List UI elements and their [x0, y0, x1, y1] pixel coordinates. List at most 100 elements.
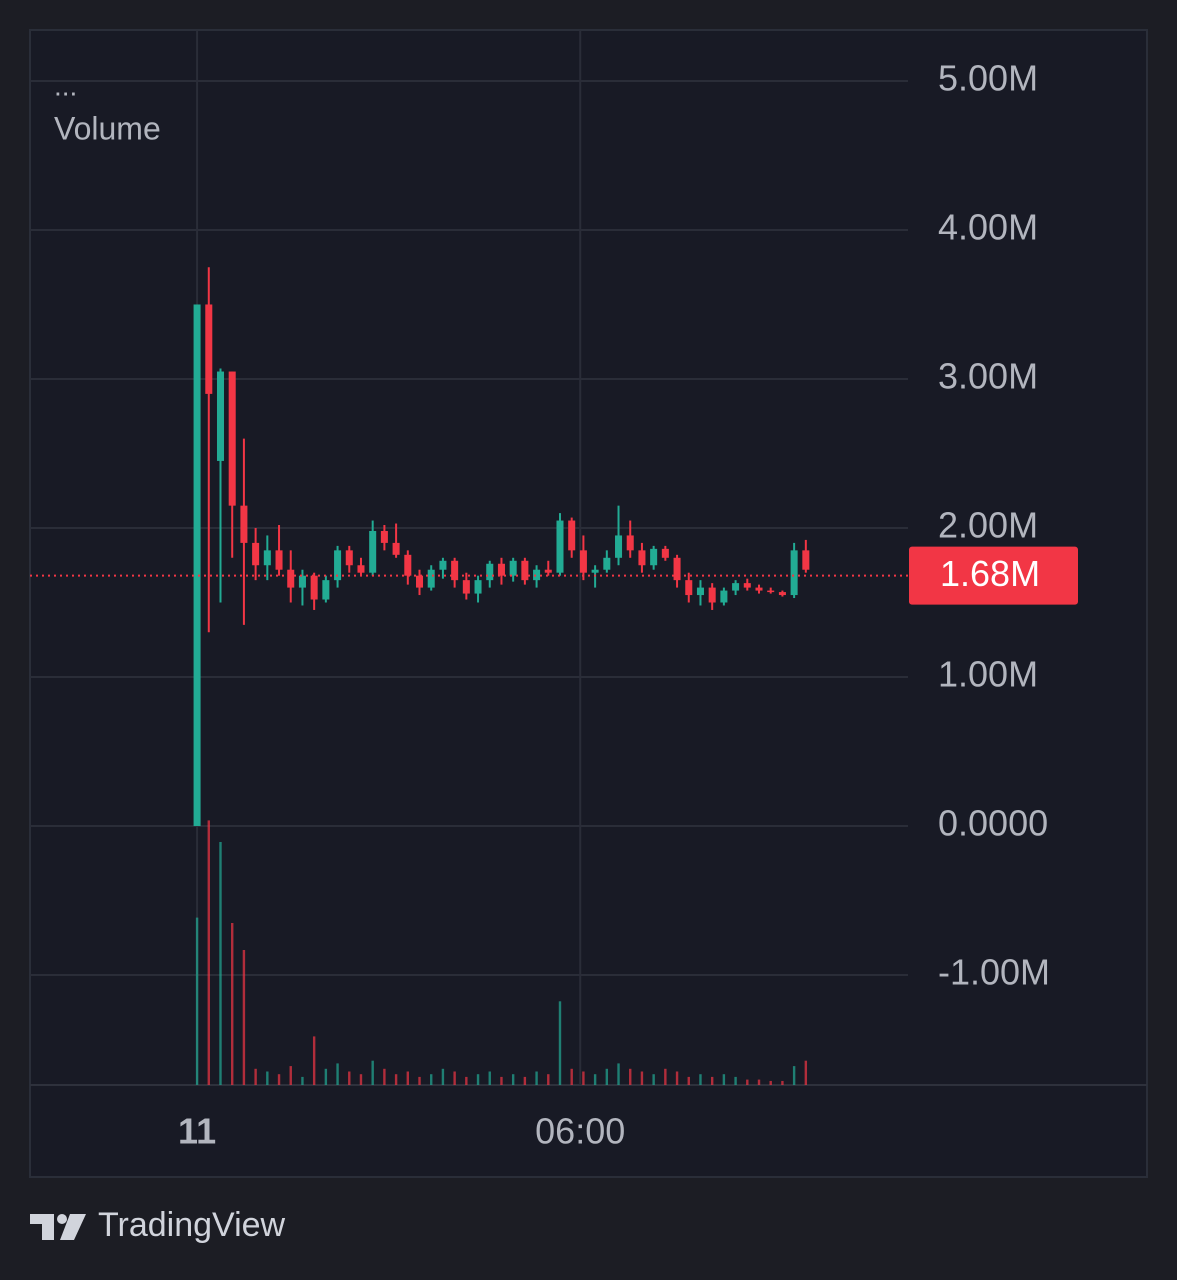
volume-bar: [476, 1074, 480, 1085]
volume-bar: [664, 1068, 667, 1085]
volume-bar: [769, 1080, 772, 1085]
candle-body: [696, 587, 704, 596]
volume-bar: [652, 1074, 655, 1085]
candle-body: [544, 569, 552, 573]
plot-layer: [30, 30, 908, 1085]
volume-bar: [359, 1074, 363, 1085]
candle-body: [462, 580, 470, 594]
volume-bar: [418, 1076, 421, 1085]
candle-body: [497, 563, 505, 576]
candle-body: [568, 520, 576, 551]
volume-bar: [195, 917, 199, 1085]
y-tick-label: 5.00M: [938, 57, 1038, 98]
candle-body: [228, 371, 236, 506]
y-tick-label: 4.00M: [938, 206, 1038, 247]
volume-bar: [406, 1071, 410, 1085]
volume-bar: [640, 1071, 644, 1085]
volume-bar: [394, 1074, 398, 1085]
candle-body: [369, 530, 377, 573]
candle-body: [216, 371, 225, 461]
candle-body: [673, 557, 681, 581]
last-price-label: 1.68M: [940, 553, 1040, 594]
candle-body: [579, 550, 587, 573]
candle-body: [345, 550, 353, 566]
volume-bar: [547, 1074, 550, 1085]
candle-body: [661, 548, 669, 558]
candle-body: [755, 587, 763, 591]
volume-bar: [675, 1071, 679, 1085]
volume-bar: [757, 1079, 761, 1085]
candle-body: [310, 575, 318, 600]
candle-body: [451, 560, 459, 581]
candle-body: [252, 542, 260, 566]
volume-bar: [699, 1074, 702, 1085]
volume-bar: [523, 1076, 527, 1085]
volume-bar: [207, 820, 210, 1085]
brand-name: TradingView: [98, 1206, 286, 1244]
volume-bar: [593, 1074, 597, 1085]
volume-bar: [465, 1076, 468, 1085]
candle-body: [615, 535, 623, 558]
volume-bar: [617, 1063, 620, 1085]
volume-bar: [535, 1071, 538, 1085]
volume-bar: [746, 1079, 749, 1085]
candle-body: [357, 565, 365, 573]
brand-logo: [30, 1214, 86, 1240]
candle-body: [298, 575, 306, 588]
candle-body: [275, 550, 283, 570]
candle-body: [591, 569, 599, 573]
candle-body: [427, 569, 435, 588]
volume-bar: [500, 1076, 503, 1085]
volume-bar: [734, 1076, 737, 1085]
x-tick-label: 06:00: [535, 1111, 625, 1152]
candle-body: [334, 550, 342, 581]
candle-body: [732, 583, 740, 591]
volume-bar: [324, 1068, 328, 1085]
y-tick-label: -1.00M: [938, 952, 1050, 993]
volume-bar: [301, 1076, 304, 1085]
volume-bar: [336, 1063, 339, 1085]
volume-bar: [289, 1066, 292, 1085]
volume-bar: [371, 1060, 374, 1085]
candle-body: [650, 548, 658, 566]
indicator-label: Volume: [54, 110, 161, 146]
candle-body: [486, 563, 494, 581]
candle-body: [509, 560, 517, 576]
candle-body: [638, 550, 646, 566]
candle-body: [474, 580, 482, 594]
candle-body: [439, 560, 447, 570]
indicator-menu[interactable]: ...: [54, 70, 77, 101]
y-tick-label: 3.00M: [938, 356, 1038, 397]
volume-bar: [710, 1076, 714, 1085]
candle-body: [521, 560, 529, 581]
candle-body: [287, 569, 295, 588]
volume-bar: [453, 1071, 456, 1085]
volume-bar: [231, 923, 234, 1085]
volume-bar: [582, 1071, 585, 1085]
candle-body: [380, 530, 388, 543]
candle-body: [240, 505, 248, 543]
last-price-box: [909, 546, 1078, 605]
candle-body: [720, 590, 728, 603]
candle-body: [205, 304, 213, 394]
volume-bar: [804, 1060, 808, 1085]
volume-bar: [792, 1066, 796, 1085]
volume-bar: [277, 1074, 281, 1085]
candle-body: [767, 590, 775, 593]
volume-bar: [441, 1068, 445, 1085]
candle-body: [556, 520, 564, 573]
volume-bar: [687, 1076, 690, 1085]
candle-body: [263, 550, 271, 566]
volume-bar: [348, 1071, 351, 1085]
candle-body: [416, 575, 424, 588]
volume-bar: [266, 1071, 269, 1085]
volume-bar: [722, 1074, 726, 1085]
candle-body: [322, 580, 330, 600]
volume-bar: [312, 1036, 316, 1085]
candle-body: [790, 550, 798, 596]
candle-body: [603, 557, 611, 570]
volume-bar: [629, 1068, 632, 1085]
candle-body: [743, 583, 751, 588]
